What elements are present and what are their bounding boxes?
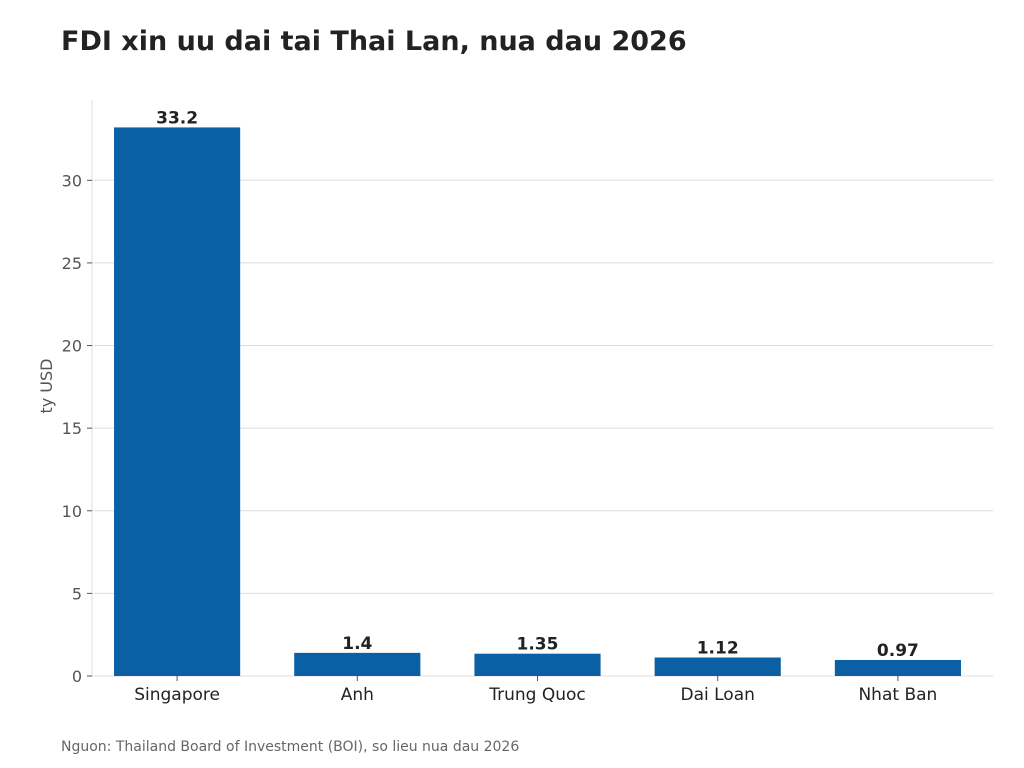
y-tick-label: 10 (62, 502, 82, 521)
source-note: Nguon: Thailand Board of Investment (BOI… (61, 739, 520, 755)
value-label: 1.35 (517, 635, 559, 655)
x-tick-label: Singapore (134, 685, 220, 705)
gridlines (92, 179, 993, 594)
y-tick-label: 20 (62, 337, 82, 356)
y-tick-label: 5 (72, 584, 82, 603)
x-tick-label: Dai Loan (680, 685, 754, 705)
bar (834, 659, 961, 676)
y-tick-label: 30 (62, 171, 82, 190)
value-label: 1.4 (342, 634, 372, 654)
value-labels: 33.2 1.4 1.35 1.12 0.97 (156, 108, 919, 661)
value-label: 0.97 (877, 641, 919, 661)
value-label: 1.12 (697, 638, 739, 658)
bar (654, 657, 781, 676)
bar (114, 127, 241, 676)
chart-title: FDI xin uu dai tai Thai Lan, nua dau 202… (61, 26, 687, 57)
y-tick-label: 15 (62, 419, 82, 438)
y-tick-label: 25 (62, 254, 82, 273)
x-tick-label: Anh (341, 685, 374, 705)
x-tick-label: Nhat Ban (858, 685, 937, 705)
y-axis-label: ty USD (37, 358, 56, 413)
x-tick-label: Trung Quoc (488, 685, 586, 705)
y-tick-label: 0 (72, 667, 82, 686)
x-ticks: Singapore Anh Trung Quoc Dai Loan Nhat Ban (134, 676, 937, 705)
bar (474, 653, 601, 676)
bar (294, 652, 421, 676)
y-ticks: 0 5 10 15 20 25 30 (62, 171, 92, 686)
value-label: 33.2 (156, 108, 198, 128)
bars (114, 127, 961, 676)
